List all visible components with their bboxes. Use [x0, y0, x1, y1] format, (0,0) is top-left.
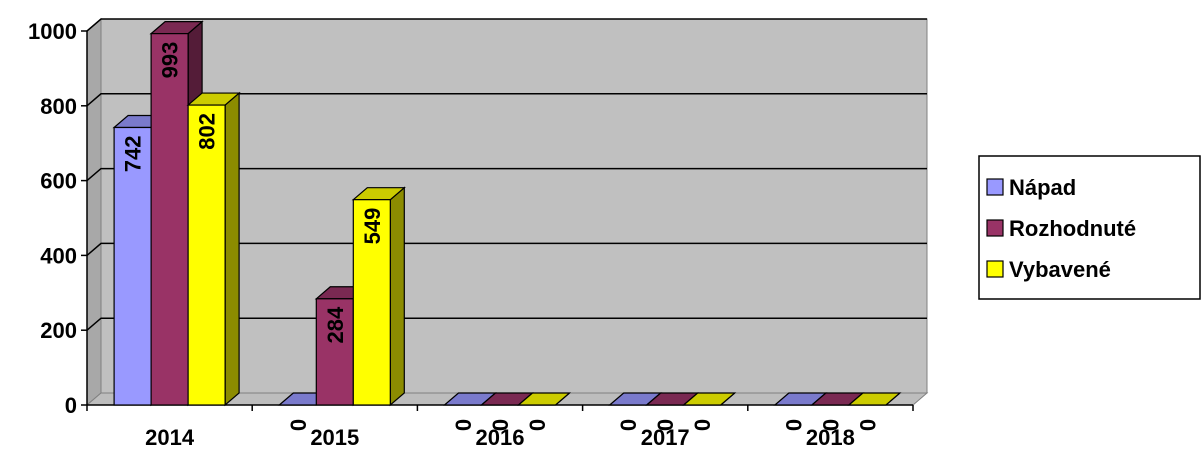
tick-labels: 0 200 400 600 800 1000 2014 2015 2016 2017 2018 — [28, 19, 855, 450]
y-tick-label: 800 — [40, 94, 77, 119]
legend-swatch — [986, 260, 1004, 278]
data-label: 0 — [781, 419, 806, 431]
data-label: 0 — [488, 419, 513, 431]
legend-label: Rozhodnuté — [1009, 216, 1136, 241]
gridlines — [86, 18, 927, 331]
gridline — [86, 167, 927, 182]
x-tick-label: 2014 — [145, 425, 195, 450]
data-label: 0 — [690, 419, 715, 431]
data-label: 0 — [818, 419, 843, 431]
legend-swatch — [986, 178, 1004, 196]
data-label: 0 — [855, 419, 880, 431]
bar-2018-0: 0 — [773, 392, 828, 431]
x-tick-label: 2015 — [310, 425, 359, 450]
gridline — [86, 317, 927, 331]
data-label: 0 — [451, 419, 476, 431]
x-tick-label: 2018 — [806, 425, 855, 450]
legend-box — [978, 155, 1201, 300]
data-label: 284 — [323, 306, 348, 343]
gridline — [86, 93, 927, 107]
gridline — [86, 18, 927, 32]
bar-2015-2: 549 — [351, 186, 406, 407]
data-label: 802 — [195, 113, 220, 150]
x-tick-label: 2017 — [641, 425, 690, 450]
y-tick-label: 0 — [65, 393, 77, 418]
y-tick-label: 600 — [40, 169, 77, 194]
y-tick-label: 1000 — [28, 19, 77, 44]
data-label: 993 — [158, 42, 183, 79]
data-label: 742 — [121, 135, 146, 172]
data-label: 0 — [286, 419, 311, 431]
data-label: 0 — [616, 419, 641, 431]
bar-2017-2: 0 — [682, 392, 737, 431]
bar-2016-2: 0 — [516, 392, 572, 431]
gridline — [86, 242, 927, 256]
data-label: 0 — [653, 419, 678, 431]
legend-swatch — [986, 219, 1004, 237]
legend-label: Vybavené — [1009, 257, 1111, 282]
y-tick-label: 400 — [40, 243, 77, 268]
legend: Nápad Rozhodnuté Vybavené — [978, 155, 1201, 300]
data-label: 0 — [525, 419, 550, 431]
legend-label: Nápad — [1009, 175, 1076, 200]
bar-2014-2: 802 — [186, 91, 241, 407]
bar-2018-2: 0 — [847, 392, 902, 431]
x-tick-label: 2016 — [476, 425, 525, 450]
side-wall — [86, 17, 102, 407]
data-label: 549 — [360, 208, 385, 245]
y-tick-label: 200 — [40, 318, 77, 343]
